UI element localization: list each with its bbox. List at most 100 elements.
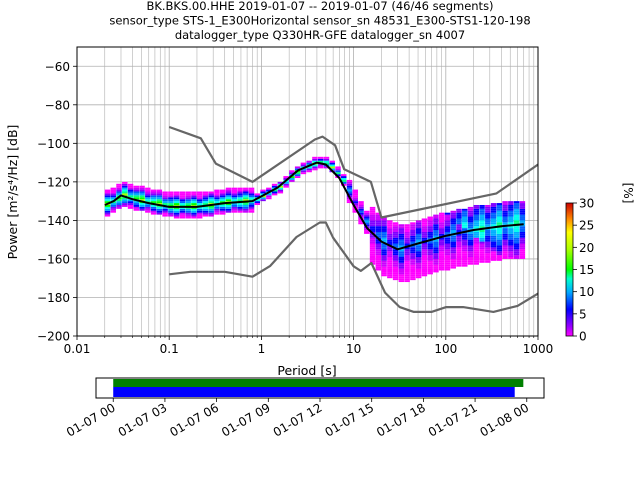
histogram-cell [496, 204, 503, 207]
histogram-cell [433, 255, 439, 258]
histogram-cell [479, 239, 485, 242]
histogram-cell [168, 210, 174, 213]
histogram-cell [496, 233, 503, 236]
histogram-cell [519, 249, 526, 252]
histogram-cell [456, 247, 462, 250]
histogram-cell [462, 262, 468, 265]
histogram-cell [104, 214, 111, 217]
histogram-cell [415, 276, 422, 279]
histogram-cell [179, 212, 186, 215]
histogram-cell [168, 201, 174, 204]
histogram-cell [450, 220, 456, 223]
histogram-cell [462, 237, 468, 240]
histogram-cell [104, 212, 111, 215]
histogram-cell [381, 220, 387, 223]
histogram-cell [156, 210, 163, 213]
histogram-cell [254, 201, 261, 204]
histogram-cell [104, 195, 111, 198]
histogram-cell [150, 193, 157, 196]
histogram-cell [508, 214, 514, 217]
histogram-cell [462, 239, 468, 242]
histogram-cell [243, 193, 249, 196]
histogram-cell [444, 255, 451, 258]
histogram-cell [202, 195, 209, 198]
histogram-cell [450, 228, 456, 231]
histogram-cell [381, 260, 387, 263]
histogram-cell [513, 226, 520, 229]
histogram-cell [467, 249, 474, 252]
histogram-cell [173, 201, 180, 204]
histogram-cell [375, 222, 382, 225]
histogram-cell [404, 237, 410, 240]
histogram-cell [392, 237, 399, 240]
histogram-cell [214, 204, 220, 207]
histogram-cell [490, 251, 497, 254]
x-tick-label: 0.01 [64, 342, 91, 356]
histogram-cell [346, 185, 353, 188]
histogram-cell [208, 212, 214, 215]
histogram-cell [502, 208, 508, 211]
histogram-cell [156, 193, 163, 196]
histogram-cell [248, 195, 255, 198]
histogram-cell [415, 226, 422, 229]
histogram-cell [191, 195, 197, 198]
histogram-cell [450, 216, 456, 219]
histogram-cell [456, 245, 462, 248]
histogram-cell [392, 249, 399, 252]
histogram-cell [214, 206, 220, 209]
histogram-cell [473, 216, 480, 219]
histogram-cell [450, 239, 456, 242]
histogram-cell [462, 222, 468, 225]
histogram-cell [421, 222, 428, 225]
histogram-cell [467, 245, 474, 248]
histogram-cell [185, 199, 191, 202]
histogram-cell [202, 203, 209, 205]
histogram-cell [519, 210, 526, 213]
histogram-cell [387, 258, 393, 261]
histogram-cell [433, 226, 439, 229]
y-axis-label: Power [m²/s⁴/Hz] [dB] [5, 125, 20, 260]
histogram-cell [456, 253, 462, 256]
histogram-cell [168, 214, 174, 217]
histogram-cell [421, 224, 428, 227]
histogram-cell [433, 222, 439, 225]
histogram-cell [392, 264, 399, 267]
histogram-cell [392, 226, 399, 229]
histogram-cell [450, 222, 456, 225]
histogram-cell [421, 255, 428, 258]
histogram-cell [369, 218, 376, 221]
histogram-cell [456, 222, 462, 225]
histogram-cell [231, 199, 237, 202]
histogram-cell [196, 191, 203, 194]
histogram-cell [150, 197, 157, 200]
histogram-cell [381, 247, 387, 250]
histogram-cell [127, 204, 134, 207]
histogram-cell [225, 193, 232, 196]
histogram-cell [450, 230, 456, 232]
histogram-cell [300, 162, 307, 165]
histogram-cell [473, 253, 480, 256]
histogram-cell [502, 241, 508, 244]
histogram-cell [162, 195, 168, 198]
histogram-cell [473, 239, 480, 242]
histogram-cell [485, 216, 491, 219]
histogram-cell [473, 208, 480, 211]
histogram-cell [433, 235, 439, 238]
histogram-cell [312, 156, 318, 159]
histogram-cell [231, 187, 237, 190]
histogram-cell [450, 264, 456, 267]
histogram-cell [415, 274, 422, 277]
histogram-cell [519, 212, 526, 215]
histogram-cell [421, 220, 428, 223]
histogram-cell [271, 185, 278, 188]
histogram-cell [225, 210, 232, 213]
histogram-cell [237, 193, 243, 196]
histogram-cell [467, 253, 474, 256]
histogram-cell [225, 191, 232, 194]
histogram-cell [122, 187, 128, 190]
histogram-cell [421, 231, 428, 234]
nlnm-curve [169, 221, 538, 313]
histogram-cell [398, 278, 405, 281]
histogram-cell [415, 235, 422, 238]
histogram-cell [433, 224, 439, 227]
